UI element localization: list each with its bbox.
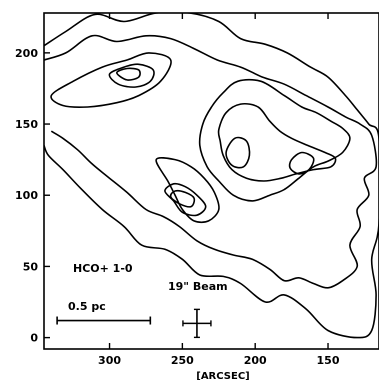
- contour-level-4-5: [217, 102, 337, 182]
- contour-level-5-9: [225, 136, 251, 169]
- contour-level-1-0: [44, 13, 379, 339]
- x-tick-label: 300: [98, 354, 121, 367]
- scale-bar-label: 0.5 pc: [68, 300, 106, 313]
- x-axis-label: [ARCSEC]: [196, 371, 249, 380]
- contour-level-2-1: [44, 34, 378, 289]
- y-tick-label: 50: [23, 260, 39, 273]
- line-label: HCO+ 1-0: [73, 262, 133, 275]
- contour-level-4-6: [164, 182, 207, 217]
- beam-label: 19" Beam: [168, 280, 228, 293]
- contour-level-5-11: [116, 67, 141, 81]
- contour-lines: [44, 13, 379, 339]
- contour-level-3-3: [155, 156, 220, 224]
- annotations: HCO+ 1-0 0.5 pc 19" Beam: [56, 262, 228, 339]
- plot-frame: [43, 12, 379, 350]
- y-tick-label: 0: [30, 332, 38, 345]
- contour-level-3-4: [50, 52, 172, 109]
- y-tick-label: 200: [15, 47, 38, 60]
- x-tick-label: 250: [171, 354, 194, 367]
- contour-level-4-7: [108, 63, 155, 88]
- contour-level-4-8: [288, 151, 315, 175]
- y-tick-label: 150: [15, 118, 38, 131]
- y-tick-label: 100: [15, 189, 38, 202]
- contour-level-5-10: [169, 189, 196, 208]
- x-tick-label: 200: [244, 354, 267, 367]
- axis-ticks: 300 250 200 150 0 50 100 150 200: [15, 13, 340, 367]
- x-tick-label: 150: [317, 354, 340, 367]
- contour-level-3-2: [198, 78, 351, 202]
